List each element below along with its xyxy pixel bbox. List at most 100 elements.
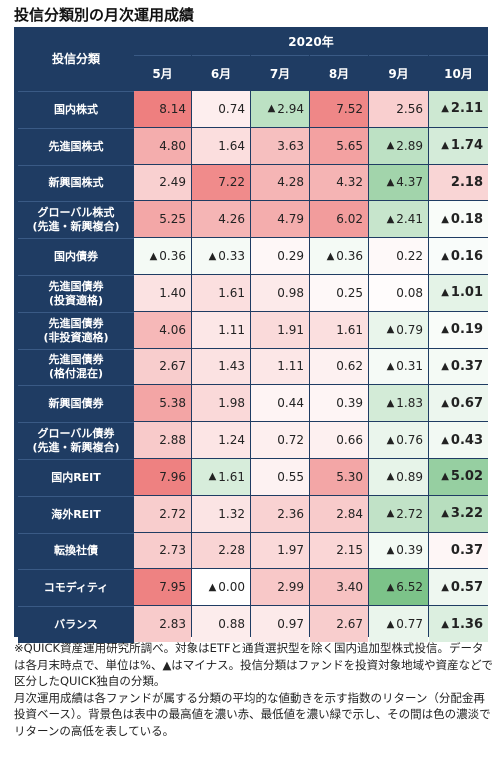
performance-table: 投信分類 2020年 5月 6月 7月 8月 9月 10月 国内株式 8.14 0.74 ▲ 2.… bbox=[14, 27, 488, 643]
value-cell: 0.25 bbox=[310, 275, 368, 311]
year-header: 2020年 bbox=[288, 34, 334, 49]
row-label-line: (投資適格) bbox=[48, 293, 104, 307]
value-cell: 7.96 bbox=[134, 459, 191, 495]
value-text: 2.67 bbox=[159, 359, 186, 374]
value-text: 0.22 bbox=[396, 249, 423, 264]
month-header-7: 7月 bbox=[251, 55, 309, 91]
row-label-line: コモディティ bbox=[43, 581, 109, 595]
minus-marker: ▲ bbox=[441, 250, 449, 262]
minus-marker: ▲ bbox=[441, 140, 449, 152]
row-label-line: (先進・新興複合) bbox=[32, 220, 120, 234]
value-text: 1.97 bbox=[277, 543, 304, 558]
value-cell: ▲ 5.02 bbox=[429, 459, 488, 495]
value-text: 0.33 bbox=[218, 249, 245, 264]
value-text: 7.95 bbox=[159, 580, 186, 595]
minus-marker: ▲ bbox=[386, 140, 395, 152]
value-text: 1.91 bbox=[277, 322, 304, 337]
minus-marker: ▲ bbox=[441, 324, 449, 336]
value-text: 0.62 bbox=[336, 359, 363, 374]
value-cell: 0.39 bbox=[310, 385, 368, 422]
value-text: 1.61 bbox=[218, 285, 245, 300]
value-text: 0.36 bbox=[159, 249, 186, 264]
value-text: 0.43 bbox=[450, 432, 483, 448]
row-label: グローバル株式 (先進・新興複合) bbox=[18, 201, 134, 239]
value-text: 0.57 bbox=[450, 579, 483, 595]
row-label-line: グローバル債券 bbox=[37, 427, 115, 441]
value-cell: 1.91 bbox=[251, 311, 309, 348]
row-label: 新興国株式 bbox=[18, 164, 134, 202]
value-text: 2.15 bbox=[336, 543, 363, 558]
minus-marker: ▲ bbox=[441, 508, 449, 520]
minus-marker: ▲ bbox=[208, 581, 217, 593]
value-text: 0.31 bbox=[396, 359, 423, 374]
value-cell: ▲ 0.37 bbox=[429, 348, 488, 385]
minus-marker: ▲ bbox=[386, 397, 395, 409]
value-text: 0.88 bbox=[218, 617, 245, 632]
value-cell: 2.67 bbox=[134, 348, 191, 385]
minus-marker: ▲ bbox=[386, 360, 395, 372]
value-text: 1.11 bbox=[218, 322, 245, 337]
minus-marker: ▲ bbox=[441, 471, 449, 483]
value-cell: 5.65 bbox=[310, 127, 368, 164]
footnote-paragraph-2: 月次運用成績は各ファンドが属する分類の平均的な値動きを示す指数のリターン（分配金… bbox=[14, 690, 491, 738]
value-cell: 0.88 bbox=[192, 606, 250, 642]
row-label-line: 先進国債券 bbox=[48, 279, 104, 293]
value-cell: 4.79 bbox=[251, 201, 309, 238]
value-cell: 2.28 bbox=[192, 532, 250, 569]
value-text: 4.79 bbox=[277, 212, 304, 227]
value-cell: 2.36 bbox=[251, 495, 309, 532]
value-text: 2.72 bbox=[396, 506, 423, 521]
value-cell: ▲ 0.36 bbox=[134, 238, 191, 274]
row-label-line: 新興国株式 bbox=[48, 176, 104, 190]
value-text: 2.99 bbox=[277, 580, 304, 595]
value-text: 6.52 bbox=[396, 580, 423, 595]
value-cell: 4.06 bbox=[134, 311, 191, 348]
value-cell: 0.37 bbox=[429, 532, 488, 569]
value-cell: 2.67 bbox=[310, 606, 368, 642]
value-text: 6.02 bbox=[336, 212, 363, 227]
row-label: 先進国債券 (投資適格) bbox=[18, 275, 134, 312]
minus-marker: ▲ bbox=[441, 581, 449, 593]
month-header-6: 6月 bbox=[192, 55, 250, 91]
value-text: 2.11 bbox=[450, 101, 483, 117]
month-header-9: 9月 bbox=[369, 55, 428, 91]
footnote: ※QUICK資産運用研究所調べ。対象はETFと通貨選択型を除く国内追加型株式投信… bbox=[14, 640, 494, 739]
value-text: 1.64 bbox=[218, 138, 245, 153]
row-label-line: グローバル株式 bbox=[37, 206, 115, 220]
value-text: 1.11 bbox=[277, 359, 304, 374]
value-cell: 2.73 bbox=[134, 532, 191, 569]
value-text: 1.98 bbox=[218, 396, 245, 411]
value-cell: 8.14 bbox=[134, 91, 191, 127]
value-text: 5.30 bbox=[336, 469, 363, 484]
row-label: 先進国株式 bbox=[18, 127, 134, 165]
value-text: 2.36 bbox=[277, 506, 304, 521]
minus-marker: ▲ bbox=[386, 471, 395, 483]
value-cell: ▲ 0.36 bbox=[310, 238, 368, 274]
value-cell: 1.64 bbox=[192, 127, 250, 164]
value-text: 5.25 bbox=[159, 212, 186, 227]
value-cell: 4.26 bbox=[192, 201, 250, 238]
value-cell: ▲ 0.57 bbox=[429, 569, 488, 606]
value-cell: ▲ 2.72 bbox=[369, 495, 428, 532]
row-label-line: 国内株式 bbox=[54, 102, 98, 116]
value-cell: 3.40 bbox=[310, 569, 368, 606]
value-text: 0.44 bbox=[277, 396, 304, 411]
value-cell: ▲ 1.74 bbox=[429, 127, 488, 164]
value-text: 0.74 bbox=[218, 101, 245, 116]
value-text: 4.06 bbox=[159, 322, 186, 337]
value-text: 2.72 bbox=[159, 506, 186, 521]
value-cell: 0.55 bbox=[251, 459, 309, 495]
row-label: バランス bbox=[18, 606, 134, 643]
value-text: 1.32 bbox=[218, 506, 245, 521]
minus-marker: ▲ bbox=[441, 287, 449, 299]
value-cell: 1.43 bbox=[192, 348, 250, 385]
value-text: 2.67 bbox=[336, 617, 363, 632]
value-cell: ▲ 0.43 bbox=[429, 422, 488, 458]
value-cell: ▲ 2.41 bbox=[369, 201, 428, 238]
value-text: 1.74 bbox=[450, 138, 483, 154]
value-text: 0.66 bbox=[336, 433, 363, 448]
value-cell: ▲ 0.89 bbox=[369, 459, 428, 495]
row-label-line: 先進国債券 bbox=[48, 353, 104, 367]
value-cell: 4.80 bbox=[134, 127, 191, 164]
value-cell: 2.15 bbox=[310, 532, 368, 569]
